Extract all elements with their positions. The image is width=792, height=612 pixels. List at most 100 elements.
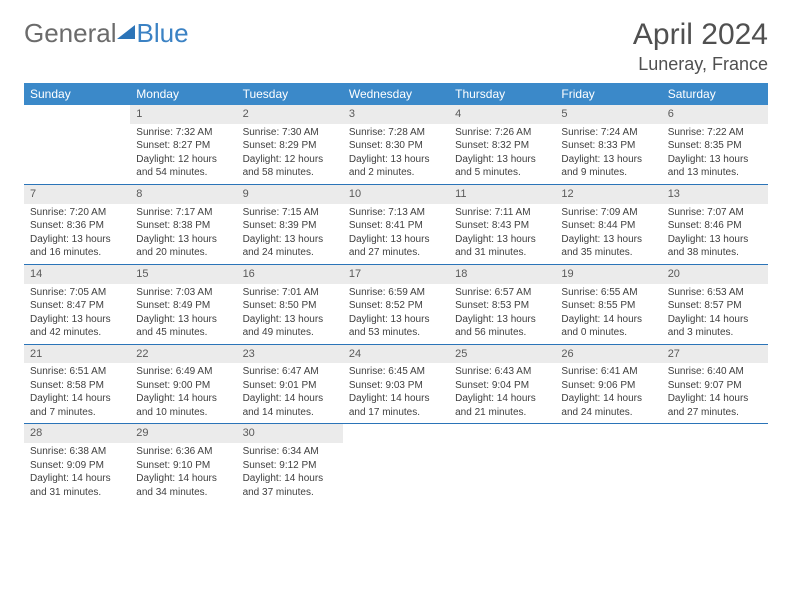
sunrise-text: Sunrise: 7:09 AM [561, 206, 655, 220]
daylight-text: Daylight: 13 hours and 42 minutes. [30, 313, 124, 340]
daylight-text: Daylight: 13 hours and 45 minutes. [136, 313, 230, 340]
day-info: Sunrise: 6:45 AMSunset: 9:03 PMDaylight:… [343, 363, 449, 423]
day-cell: 19Sunrise: 6:55 AMSunset: 8:55 PMDayligh… [555, 265, 661, 344]
day-number: 23 [237, 345, 343, 364]
weekday-header: Saturday [662, 83, 768, 105]
day-info: Sunrise: 6:43 AMSunset: 9:04 PMDaylight:… [449, 363, 555, 423]
sunrise-text: Sunrise: 7:30 AM [243, 126, 337, 140]
day-cell: 27Sunrise: 6:40 AMSunset: 9:07 PMDayligh… [662, 345, 768, 424]
day-number: 26 [555, 345, 661, 364]
day-cell: 6Sunrise: 7:22 AMSunset: 8:35 PMDaylight… [662, 105, 768, 184]
daylight-text: Daylight: 13 hours and 56 minutes. [455, 313, 549, 340]
day-number: 12 [555, 185, 661, 204]
day-cell: 17Sunrise: 6:59 AMSunset: 8:52 PMDayligh… [343, 265, 449, 344]
sunset-text: Sunset: 8:30 PM [349, 139, 443, 153]
day-info: Sunrise: 7:15 AMSunset: 8:39 PMDaylight:… [237, 204, 343, 264]
sunrise-text: Sunrise: 6:51 AM [30, 365, 124, 379]
sunset-text: Sunset: 8:49 PM [136, 299, 230, 313]
sunrise-text: Sunrise: 6:41 AM [561, 365, 655, 379]
sunset-text: Sunset: 8:29 PM [243, 139, 337, 153]
daylight-text: Daylight: 13 hours and 9 minutes. [561, 153, 655, 180]
day-info: Sunrise: 6:49 AMSunset: 9:00 PMDaylight:… [130, 363, 236, 423]
day-info: Sunrise: 6:36 AMSunset: 9:10 PMDaylight:… [130, 443, 236, 503]
day-number: 3 [343, 105, 449, 124]
day-number: 8 [130, 185, 236, 204]
sunset-text: Sunset: 8:47 PM [30, 299, 124, 313]
day-cell: 7Sunrise: 7:20 AMSunset: 8:36 PMDaylight… [24, 185, 130, 264]
sunrise-text: Sunrise: 6:49 AM [136, 365, 230, 379]
month-title: April 2024 [633, 18, 768, 52]
sunset-text: Sunset: 9:07 PM [668, 379, 762, 393]
day-info: Sunrise: 7:32 AMSunset: 8:27 PMDaylight:… [130, 124, 236, 184]
sunrise-text: Sunrise: 7:15 AM [243, 206, 337, 220]
day-number: 4 [449, 105, 555, 124]
day-cell: 25Sunrise: 6:43 AMSunset: 9:04 PMDayligh… [449, 345, 555, 424]
day-cell [555, 424, 661, 503]
day-cell: 20Sunrise: 6:53 AMSunset: 8:57 PMDayligh… [662, 265, 768, 344]
sunrise-text: Sunrise: 7:13 AM [349, 206, 443, 220]
daylight-text: Daylight: 14 hours and 0 minutes. [561, 313, 655, 340]
day-info: Sunrise: 7:07 AMSunset: 8:46 PMDaylight:… [662, 204, 768, 264]
weekday-header: Friday [555, 83, 661, 105]
day-number: 13 [662, 185, 768, 204]
day-cell: 13Sunrise: 7:07 AMSunset: 8:46 PMDayligh… [662, 185, 768, 264]
day-number: 30 [237, 424, 343, 443]
sunrise-text: Sunrise: 7:22 AM [668, 126, 762, 140]
weekday-header: Monday [130, 83, 236, 105]
daylight-text: Daylight: 13 hours and 13 minutes. [668, 153, 762, 180]
daylight-text: Daylight: 13 hours and 31 minutes. [455, 233, 549, 260]
sunrise-text: Sunrise: 7:24 AM [561, 126, 655, 140]
sunset-text: Sunset: 9:09 PM [30, 459, 124, 473]
daylight-text: Daylight: 13 hours and 38 minutes. [668, 233, 762, 260]
day-info: Sunrise: 7:20 AMSunset: 8:36 PMDaylight:… [24, 204, 130, 264]
daylight-text: Daylight: 13 hours and 16 minutes. [30, 233, 124, 260]
weekday-header: Thursday [449, 83, 555, 105]
day-number: 2 [237, 105, 343, 124]
daylight-text: Daylight: 13 hours and 5 minutes. [455, 153, 549, 180]
day-number: 18 [449, 265, 555, 284]
sunset-text: Sunset: 8:39 PM [243, 219, 337, 233]
location-label: Luneray, France [633, 54, 768, 75]
day-info: Sunrise: 7:24 AMSunset: 8:33 PMDaylight:… [555, 124, 661, 184]
day-number: 21 [24, 345, 130, 364]
day-info: Sunrise: 7:13 AMSunset: 8:41 PMDaylight:… [343, 204, 449, 264]
weekday-header: Sunday [24, 83, 130, 105]
day-info: Sunrise: 6:41 AMSunset: 9:06 PMDaylight:… [555, 363, 661, 423]
sunset-text: Sunset: 8:46 PM [668, 219, 762, 233]
day-cell: 10Sunrise: 7:13 AMSunset: 8:41 PMDayligh… [343, 185, 449, 264]
day-cell: 11Sunrise: 7:11 AMSunset: 8:43 PMDayligh… [449, 185, 555, 264]
day-cell: 2 Sunrise: 7:30 AMSunset: 8:29 PMDaylight… [237, 105, 343, 184]
daylight-text: Daylight: 13 hours and 35 minutes. [561, 233, 655, 260]
day-info: Sunrise: 7:11 AMSunset: 8:43 PMDaylight:… [449, 204, 555, 264]
day-info: Sunrise: 7:26 AMSunset: 8:32 PMDaylight:… [449, 124, 555, 184]
day-number: 11 [449, 185, 555, 204]
daylight-text: Daylight: 14 hours and 21 minutes. [455, 392, 549, 419]
day-info: Sunrise: 6:40 AMSunset: 9:07 PMDaylight:… [662, 363, 768, 423]
daylight-text: Daylight: 13 hours and 24 minutes. [243, 233, 337, 260]
daylight-text: Daylight: 12 hours and 58 minutes. [243, 153, 337, 180]
day-number: 14 [24, 265, 130, 284]
day-cell: 1Sunrise: 7:32 AMSunset: 8:27 PMDaylight… [130, 105, 236, 184]
day-cell: 18Sunrise: 6:57 AMSunset: 8:53 PMDayligh… [449, 265, 555, 344]
calendar: SundayMondayTuesdayWednesdayThursdayFrid… [0, 83, 792, 503]
sunset-text: Sunset: 8:53 PM [455, 299, 549, 313]
daylight-text: Daylight: 13 hours and 53 minutes. [349, 313, 443, 340]
day-number: 27 [662, 345, 768, 364]
day-cell: 15Sunrise: 7:03 AMSunset: 8:49 PMDayligh… [130, 265, 236, 344]
sunset-text: Sunset: 9:00 PM [136, 379, 230, 393]
day-info: Sunrise: 6:59 AMSunset: 8:52 PMDaylight:… [343, 284, 449, 344]
day-number: 29 [130, 424, 236, 443]
day-number: 16 [237, 265, 343, 284]
sunset-text: Sunset: 9:03 PM [349, 379, 443, 393]
day-info: Sunrise: 6:55 AMSunset: 8:55 PMDaylight:… [555, 284, 661, 344]
daylight-text: Daylight: 14 hours and 14 minutes. [243, 392, 337, 419]
title-block: April 2024 Luneray, France [633, 18, 768, 75]
sunset-text: Sunset: 9:01 PM [243, 379, 337, 393]
day-number: 15 [130, 265, 236, 284]
day-cell: 28Sunrise: 6:38 AMSunset: 9:09 PMDayligh… [24, 424, 130, 503]
day-cell [24, 105, 130, 184]
daylight-text: Daylight: 14 hours and 7 minutes. [30, 392, 124, 419]
sunset-text: Sunset: 8:33 PM [561, 139, 655, 153]
day-cell: 4Sunrise: 7:26 AMSunset: 8:32 PMDaylight… [449, 105, 555, 184]
sunset-text: Sunset: 8:36 PM [30, 219, 124, 233]
